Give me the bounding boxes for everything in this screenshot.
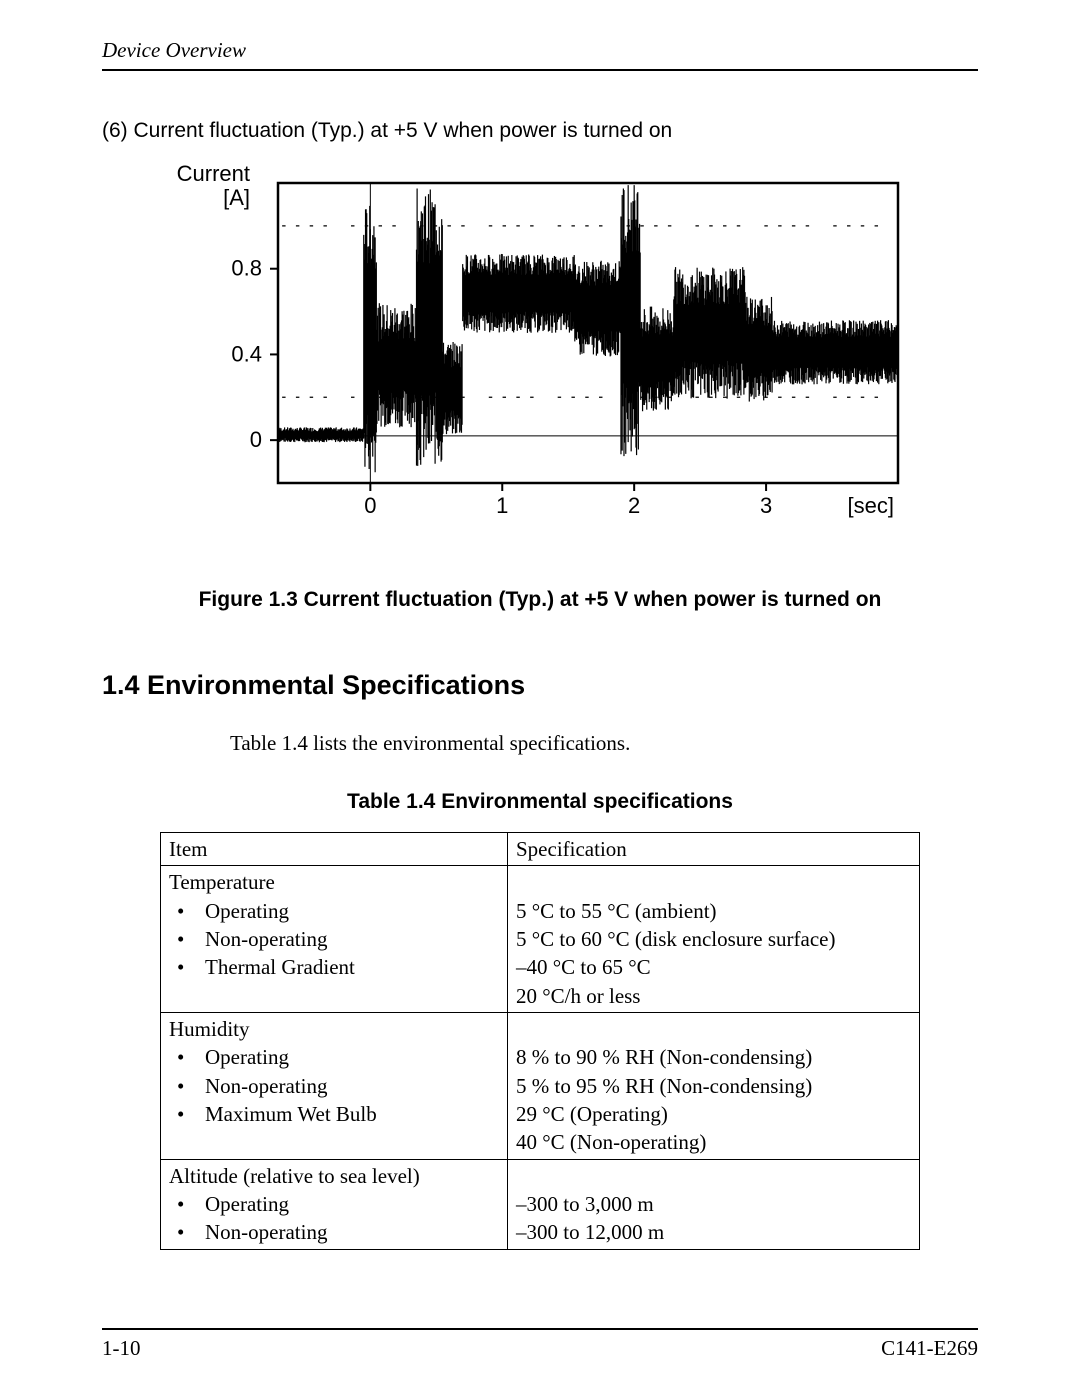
table-header-item: Item [161, 833, 508, 866]
table-group-row: HumidityOperatingNon-operatingMaximum We… [161, 1013, 920, 1160]
svg-text:0: 0 [250, 427, 262, 452]
footer-page-number: 1-10 [102, 1336, 141, 1361]
svg-text:2: 2 [628, 493, 640, 518]
table-spec-cell: 5 °C to 55 °C (ambient)5 °C to 60 °C (di… [508, 866, 920, 1013]
table-header-row: Item Specification [161, 833, 920, 866]
svg-text:[A]: [A] [223, 185, 250, 210]
svg-text:Current: Current [177, 165, 250, 186]
svg-text:0.4: 0.4 [231, 341, 262, 366]
section-6-title: (6) Current fluctuation (Typ.) at +5 V w… [102, 119, 978, 143]
svg-text:3: 3 [760, 493, 772, 518]
page-footer: 1-10 C141-E269 [102, 1328, 978, 1361]
table-group-cell: Altitude (relative to sea level)Operatin… [161, 1159, 508, 1249]
running-header: Device Overview [102, 38, 978, 71]
lead-paragraph: Table 1.4 lists the environmental specif… [230, 731, 978, 756]
svg-text:0: 0 [364, 493, 376, 518]
figure-caption: Figure 1.3 Current fluctuation (Typ.) at… [102, 588, 978, 612]
table-group-row: Altitude (relative to sea level)Operatin… [161, 1159, 920, 1249]
table-group-row: TemperatureOperatingNon-operatingThermal… [161, 866, 920, 1013]
table-group-cell: HumidityOperatingNon-operatingMaximum We… [161, 1013, 508, 1160]
svg-text:[sec]: [sec] [848, 493, 894, 518]
current-fluctuation-chart: Current[A] 0.8 0.4 0 0 1 2 3 [sec] [160, 165, 920, 550]
table-spec-cell: –300 to 3,000 m–300 to 12,000 m [508, 1159, 920, 1249]
section-heading: 1.4 Environmental Specifications [102, 670, 978, 701]
table-caption: Table 1.4 Environmental specifications [102, 790, 978, 814]
table-spec-cell: 8 % to 90 % RH (Non-condensing)5 % to 95… [508, 1013, 920, 1160]
svg-text:1: 1 [496, 493, 508, 518]
table-group-cell: TemperatureOperatingNon-operatingThermal… [161, 866, 508, 1013]
table-header-spec: Specification [508, 833, 920, 866]
chart-svg: Current[A] 0.8 0.4 0 0 1 2 3 [sec] [160, 165, 920, 545]
footer-doc-number: C141-E269 [881, 1336, 978, 1361]
svg-text:0.8: 0.8 [231, 256, 262, 281]
environmental-spec-table: Item Specification TemperatureOperatingN… [160, 832, 920, 1250]
